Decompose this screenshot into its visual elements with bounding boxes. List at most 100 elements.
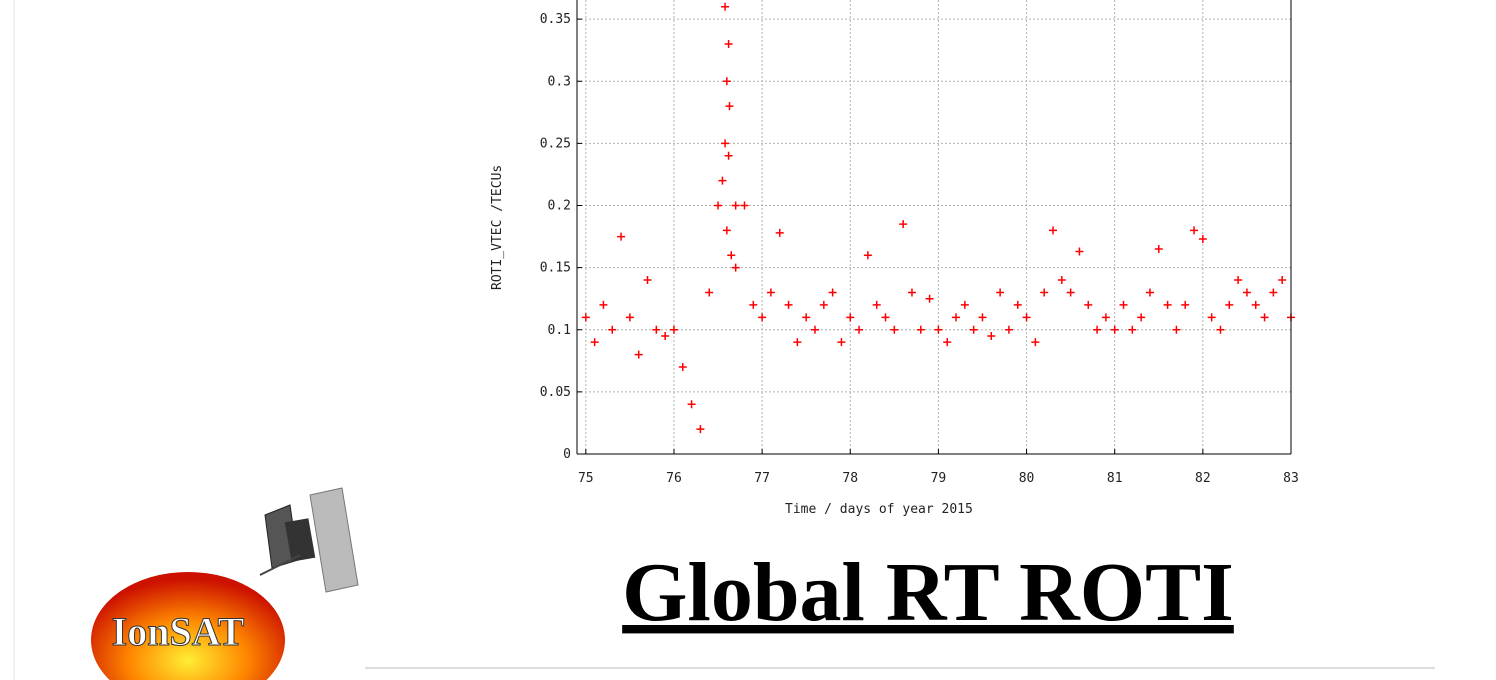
scatter-point [1005, 326, 1013, 334]
screen: IonSAT Time / days of year 2015 ROTI_VTE… [0, 0, 1496, 680]
scatter-point [855, 326, 863, 334]
y-tick-label: 0.15 [540, 261, 571, 276]
scatter-point [1164, 301, 1172, 309]
page-heading: Global RT ROTI [622, 546, 1234, 639]
scatter-point [1137, 313, 1145, 321]
scatter-point [1225, 301, 1233, 309]
scatter-point [1084, 301, 1092, 309]
x-tick-label: 81 [1107, 471, 1123, 486]
scatter-point [758, 313, 766, 321]
x-tick-label: 77 [754, 471, 770, 486]
scatter-point [1252, 301, 1260, 309]
scatter-point [591, 338, 599, 346]
scatter-point [635, 351, 643, 359]
scatter-point [608, 326, 616, 334]
scatter-point [767, 288, 775, 296]
scatter-point [723, 77, 731, 85]
scatter-point [1269, 288, 1277, 296]
scatter-point [1058, 276, 1066, 284]
scatter-point [1234, 276, 1242, 284]
scatter-point [740, 202, 748, 210]
x-tick-label: 76 [666, 471, 682, 486]
x-tick-label: 80 [1019, 471, 1035, 486]
scatter-point [882, 313, 890, 321]
scatter-point [961, 301, 969, 309]
scatter-point [714, 202, 722, 210]
scatter-point [1014, 301, 1022, 309]
scatter-point [1199, 235, 1207, 243]
scatter-point [732, 264, 740, 272]
scatter-point [793, 338, 801, 346]
scatter-point [1216, 326, 1224, 334]
scatter-point [1128, 326, 1136, 334]
scatter-point [1146, 288, 1154, 296]
scatter-point [644, 276, 652, 284]
x-tick-label: 82 [1195, 471, 1211, 486]
scatter-point [908, 288, 916, 296]
scatter-point [1075, 247, 1083, 255]
scatter-point [899, 220, 907, 228]
scatter-point [727, 251, 735, 259]
scatter-point [723, 226, 731, 234]
scatter-point [1261, 313, 1269, 321]
scatter-point [1102, 313, 1110, 321]
scatter-point [873, 301, 881, 309]
scatter-point [661, 332, 669, 340]
scatter-point [1181, 301, 1189, 309]
scatter-point [1278, 276, 1286, 284]
page: IonSAT Time / days of year 2015 ROTI_VTE… [0, 0, 1496, 680]
x-tick-label: 78 [842, 471, 858, 486]
scatter-point [718, 177, 726, 185]
scatter-point [864, 251, 872, 259]
y-tick-label: 0.25 [540, 136, 571, 151]
scatter-point [996, 288, 1004, 296]
scatter-point [952, 313, 960, 321]
scatter-point [749, 301, 757, 309]
scatter-point [785, 301, 793, 309]
scatter-point [811, 326, 819, 334]
scatter-point [732, 202, 740, 210]
y-tick-label: 0.35 [540, 12, 571, 27]
scatter-point [1172, 326, 1180, 334]
scatter-point [802, 313, 810, 321]
satellite-icon [260, 488, 358, 592]
y-tick-label: 0.3 [548, 74, 571, 89]
scatter-point [846, 313, 854, 321]
scatter-point [725, 152, 733, 160]
scatter-point [721, 139, 729, 147]
logo-text: IonSAT [112, 609, 245, 654]
scatter-point [617, 233, 625, 241]
scatter-point [1111, 326, 1119, 334]
scatter-point [926, 295, 934, 303]
scatter-point [721, 3, 729, 11]
scatter-point [829, 288, 837, 296]
scatter-point [652, 326, 660, 334]
y-tick-label: 0.1 [548, 323, 571, 338]
y-tick-label: 0.05 [540, 385, 571, 400]
scatter-point [1208, 313, 1216, 321]
y-tick-label: 0.2 [548, 199, 571, 214]
scatter-point [1155, 245, 1163, 253]
scatter-point [688, 400, 696, 408]
y-axis-label: ROTI_VTEC /TECUs [490, 165, 505, 290]
scatter-point [696, 425, 704, 433]
scatter-point [890, 326, 898, 334]
x-tick-label: 79 [931, 471, 947, 486]
scatter-point [725, 102, 733, 110]
scatter-point [970, 326, 978, 334]
scatter-point [987, 332, 995, 340]
scatter-point [626, 313, 634, 321]
scatter-point [1190, 226, 1198, 234]
scatter-point [670, 326, 678, 334]
logo: IonSAT [91, 572, 285, 680]
scatter-point [1093, 326, 1101, 334]
scatter-point [1040, 288, 1048, 296]
scatter-point [1120, 301, 1128, 309]
scatter-point [943, 338, 951, 346]
scatter-point [934, 326, 942, 334]
scatter-point [725, 40, 733, 48]
scatter-point [1049, 226, 1057, 234]
scatter-point [776, 229, 784, 237]
scatter-point [1023, 313, 1031, 321]
scatter-point [820, 301, 828, 309]
